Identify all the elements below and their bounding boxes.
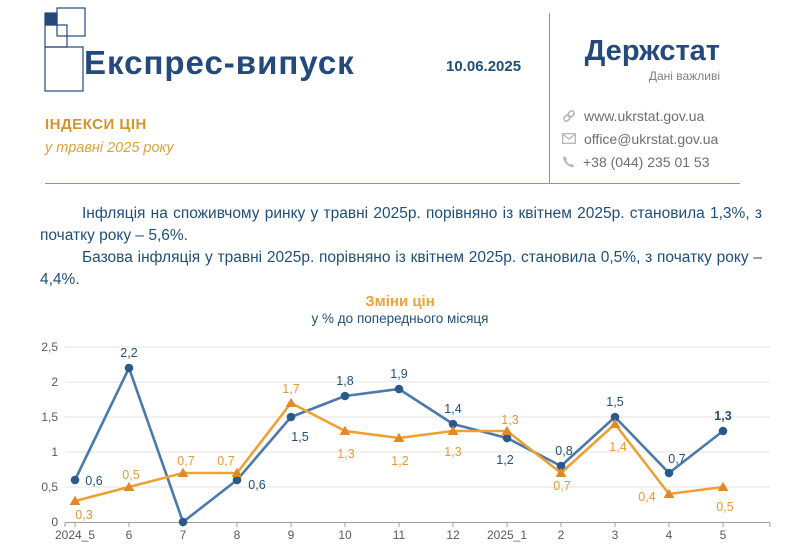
data-point-marker [663, 488, 675, 498]
phone-icon [563, 156, 574, 168]
x-tick-label: 12 [446, 528, 460, 542]
data-point-marker [393, 432, 405, 442]
link-icon [563, 109, 575, 122]
release-date: 10.06.2025 [446, 58, 522, 75]
data-point-marker [447, 425, 459, 435]
data-point-marker [123, 481, 135, 491]
y-tick-label: 1,5 [41, 410, 58, 424]
y-tick-label: 2 [51, 375, 58, 389]
x-tick-label: 4 [666, 528, 673, 542]
data-point-marker [502, 433, 512, 443]
data-point-label: 1,4 [444, 402, 461, 416]
data-point-marker [501, 425, 513, 435]
data-point-label: 1,8 [336, 374, 353, 388]
data-point-marker [69, 495, 81, 505]
data-point-marker [124, 363, 134, 373]
body-text: Інфляція на споживчому ринку у травні 20… [40, 203, 762, 291]
data-point-label: 1,5 [291, 430, 308, 444]
data-point-marker [339, 425, 351, 435]
data-point-marker [556, 461, 566, 471]
website-row: www.ukrstat.gov.ua [562, 104, 718, 127]
data-point-marker [70, 475, 80, 485]
data-point-marker [178, 517, 188, 527]
data-point-label: 1,9 [390, 367, 407, 381]
data-point-marker [286, 412, 296, 422]
data-point-label: 0,4 [638, 490, 655, 504]
data-point-marker [717, 481, 729, 491]
paragraph-inflation: Інфляція на споживчому ринку у травні 20… [40, 205, 762, 244]
subject-subheading: у травні 2025 року [45, 140, 174, 156]
data-point-marker [231, 467, 243, 477]
data-point-label: 1,2 [496, 453, 513, 467]
y-tick-label: 0 [51, 515, 58, 529]
x-tick-label: 9 [288, 528, 295, 542]
y-tick-label: 2,5 [41, 340, 58, 354]
y-tick-label: 1 [51, 445, 58, 459]
x-tick-label: 10 [338, 528, 352, 542]
x-tick-label: 5 [720, 528, 727, 542]
data-point-label: 0,5 [122, 468, 139, 482]
email-text: office@ukrstat.gov.ua [584, 130, 719, 147]
horizontal-divider [45, 183, 740, 184]
data-point-marker [177, 467, 189, 477]
data-point-label: 1,3 [714, 409, 731, 423]
data-point-label: 0,5 [716, 500, 733, 514]
phone-row: +38 (044) 235 01 53 [562, 150, 718, 173]
email-icon [562, 133, 576, 144]
subject-heading: ІНДЕКСИ ЦІН [45, 116, 147, 133]
data-point-label: 0,3 [75, 508, 92, 522]
data-point-label: 1,3 [501, 413, 518, 427]
brand-name: Держстат [584, 35, 720, 67]
x-tick-label: 7 [180, 528, 187, 542]
x-tick-label: 2 [558, 528, 565, 542]
data-point-label: 0,7 [217, 454, 234, 468]
brand-tagline: Дані важливі [648, 69, 720, 84]
email-row: office@ukrstat.gov.ua [562, 127, 718, 150]
data-point-label: 2,2 [120, 346, 137, 360]
x-tick-label: 2024_5 [55, 528, 95, 542]
phone-text: +38 (044) 235 01 53 [583, 153, 710, 170]
data-point-marker [448, 419, 458, 429]
x-tick-label: 8 [234, 528, 241, 542]
contact-list: www.ukrstat.gov.ua office@ukrstat.gov.ua… [562, 104, 718, 173]
data-point-marker [232, 475, 242, 485]
data-point-label: 0,6 [85, 474, 102, 488]
price-change-line-chart: 0 0,5 1 1,5 2 2,5 2024_5 6 7 8 9 10 11 12 2025_1 2 3 4 5 0,… [41, 340, 771, 542]
data-point-marker [609, 418, 621, 428]
chart-title: Зміни цін [365, 293, 435, 310]
data-point-label: 0,7 [553, 479, 570, 493]
data-point-marker [718, 426, 728, 436]
data-point-label: 1,4 [609, 440, 626, 454]
x-tick-label: 3 [612, 528, 619, 542]
data-point-label: 1,2 [391, 454, 408, 468]
data-point-label: 1,5 [606, 395, 623, 409]
data-point-label: 1,3 [337, 447, 354, 461]
vertical-divider [549, 13, 550, 183]
y-tick-label: 0,5 [41, 480, 58, 494]
data-point-marker [664, 468, 674, 478]
data-point-marker [610, 412, 620, 422]
data-point-label: 1,7 [282, 382, 299, 396]
nested-squares-logo-icon [44, 7, 86, 92]
data-point-label: 1,3 [444, 445, 461, 459]
data-point-label: 0,7 [668, 452, 685, 466]
data-point-label: 0,6 [248, 478, 265, 492]
page-title: Експрес-випуск [84, 44, 355, 81]
paragraph-core-inflation: Базова інфляція у травні 2025р. порівнян… [40, 249, 762, 288]
data-point-marker [555, 467, 567, 477]
data-point-label: 0,7 [177, 454, 194, 468]
chart-subtitle: у % до попереднього місяця [311, 311, 489, 326]
data-point-label: 0,8 [555, 444, 572, 458]
website-text: www.ukrstat.gov.ua [584, 107, 705, 124]
x-tick-label: 11 [393, 528, 406, 542]
data-point-marker [394, 384, 404, 394]
data-point-marker [285, 397, 297, 407]
brand-block: Держстат Дані важливі [560, 35, 720, 84]
data-point-marker [340, 391, 350, 401]
x-tick-label: 6 [126, 528, 133, 542]
x-tick-label: 2025_1 [487, 528, 527, 542]
